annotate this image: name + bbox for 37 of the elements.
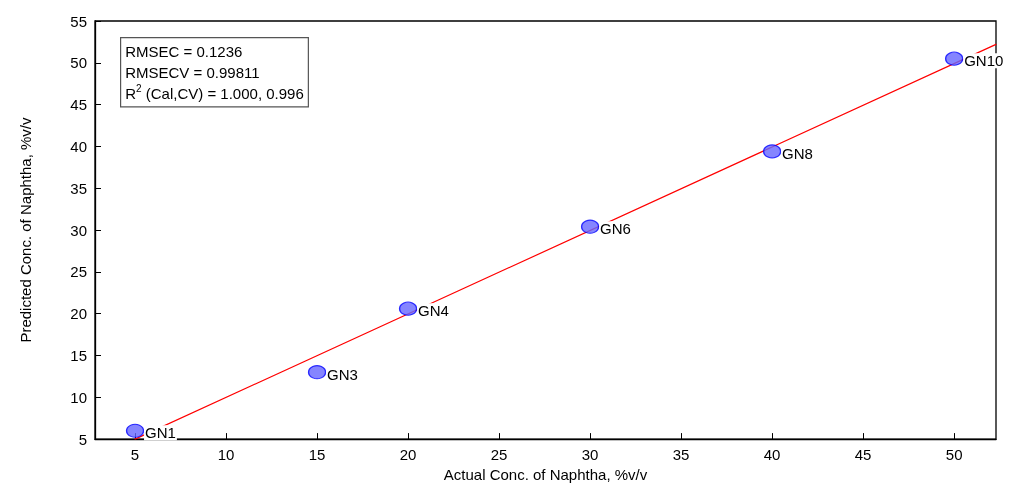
annotation: GN4 [418,302,449,320]
annotation: GN1 [145,424,176,442]
annotation: RMSEC = 0.1236 [125,43,243,61]
point [398,301,418,316]
y-tick-label: 55 [70,12,87,30]
y-axis-title: Predicted Conc. of Naphtha, %v/v [17,117,34,343]
y-tick-label: 15 [70,346,87,364]
x-tick-label: 20 [399,446,417,464]
point [763,144,782,159]
annotation: GN10 [964,52,1004,70]
y-tick-label: 40 [70,137,87,155]
x-tick-label: 40 [763,446,781,464]
y-tick-label: 25 [70,263,87,281]
point [581,219,600,234]
point [125,423,145,438]
y-tick-label: 30 [70,221,87,239]
annotation: GN8 [782,144,813,162]
x-tick-label: 35 [672,446,690,464]
y-tick-label: 45 [70,96,87,114]
x-tick-label: 5 [130,446,140,464]
point [307,365,327,380]
annotation: GN3 [327,365,358,383]
x-axis-title: Actual Conc. of Naphtha, %v/v [443,466,648,483]
annotation: GN6 [600,220,631,238]
x-tick-label: 15 [308,446,326,464]
y-tick-label: 35 [70,179,87,197]
y-tick-label: 20 [70,305,87,323]
x-tick-label: 10 [217,446,235,464]
x-tick-label: 45 [854,446,872,464]
x-tick-label: 25 [490,446,508,464]
point [945,51,964,66]
y-tick-label: 10 [70,388,87,406]
y-tick-label: 50 [70,54,87,72]
y-tick-label: 5 [78,430,87,448]
x-tick-label: 50 [945,446,963,464]
x-tick-label: 30 [581,446,599,464]
annotation: RMSECV = 0.99811 [125,64,260,82]
